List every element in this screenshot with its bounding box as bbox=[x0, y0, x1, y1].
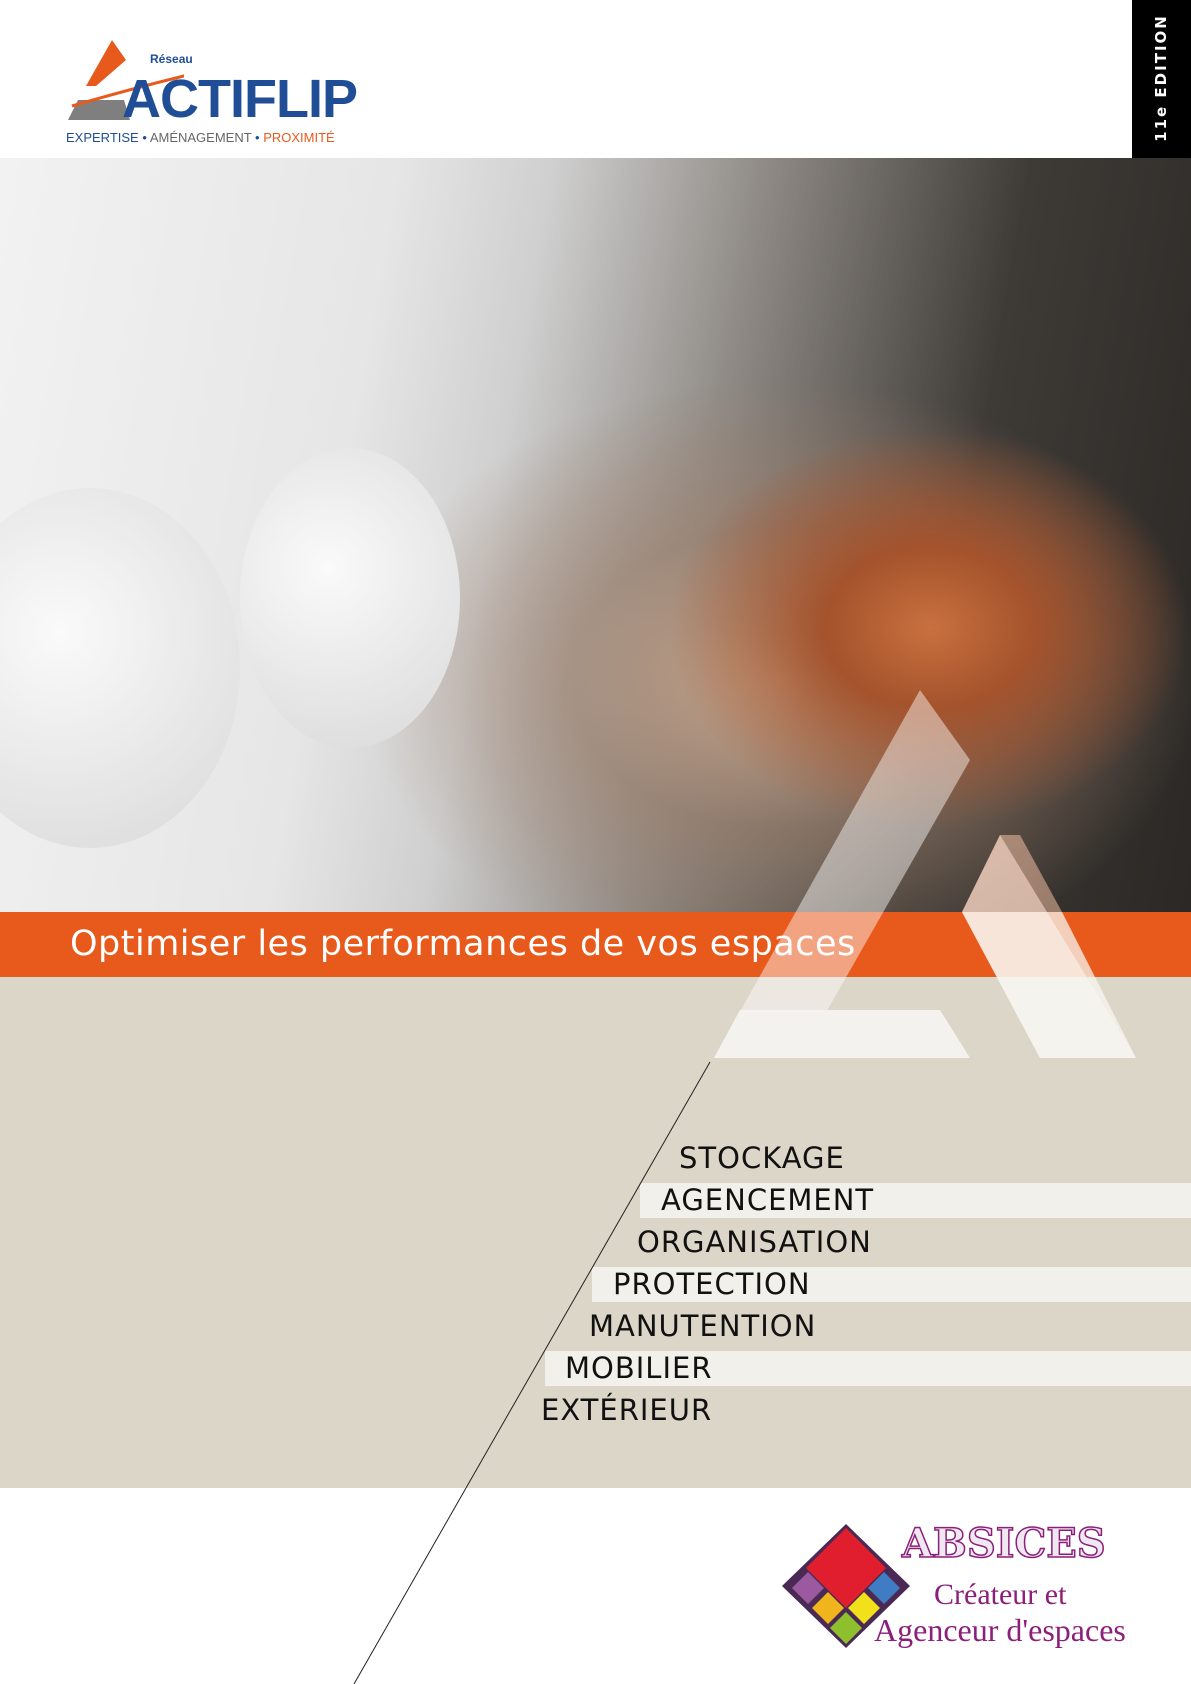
lower-white-area bbox=[353, 1488, 1191, 1684]
absices-emblem-icon bbox=[782, 1524, 910, 1648]
category-item: MANUTENTION bbox=[589, 1309, 817, 1343]
category-item: ORGANISATION bbox=[637, 1225, 872, 1259]
tagline-amenagement: AMÉNAGEMENT bbox=[149, 130, 252, 145]
logo-triangle-icon bbox=[68, 40, 184, 120]
category-item: PROTECTION bbox=[613, 1267, 811, 1301]
category-item: AGENCEMENT bbox=[661, 1183, 875, 1217]
absices-line1: Créateur et bbox=[934, 1578, 1067, 1611]
logo-brand: ACTIFLIP bbox=[122, 69, 358, 129]
actiflip-logo: Réseau ACTIFLIP EXPERTISE • AMÉNAGEMENT … bbox=[64, 38, 358, 150]
tagline-expertise: EXPERTISE bbox=[66, 130, 139, 145]
tagline-proximite: PROXIMITÉ bbox=[263, 130, 335, 145]
logo-network: Réseau bbox=[150, 52, 193, 66]
absices-line2: Agenceur d'espaces bbox=[874, 1612, 1126, 1648]
category-item: MOBILIER bbox=[565, 1351, 713, 1385]
absices-logo: ABSICES Créateur et Agenceur d'espaces bbox=[778, 1519, 1148, 1660]
absices-name: ABSICES bbox=[901, 1519, 1106, 1568]
stripe bbox=[640, 1183, 1191, 1218]
category-item: EXTÉRIEUR bbox=[541, 1393, 713, 1427]
banner-title: Optimiser les performances de vos espace… bbox=[70, 924, 856, 964]
category-item: STOCKAGE bbox=[679, 1141, 845, 1175]
edition-tab: 11e EDITION bbox=[1132, 0, 1191, 158]
cover-photo bbox=[0, 158, 1191, 912]
